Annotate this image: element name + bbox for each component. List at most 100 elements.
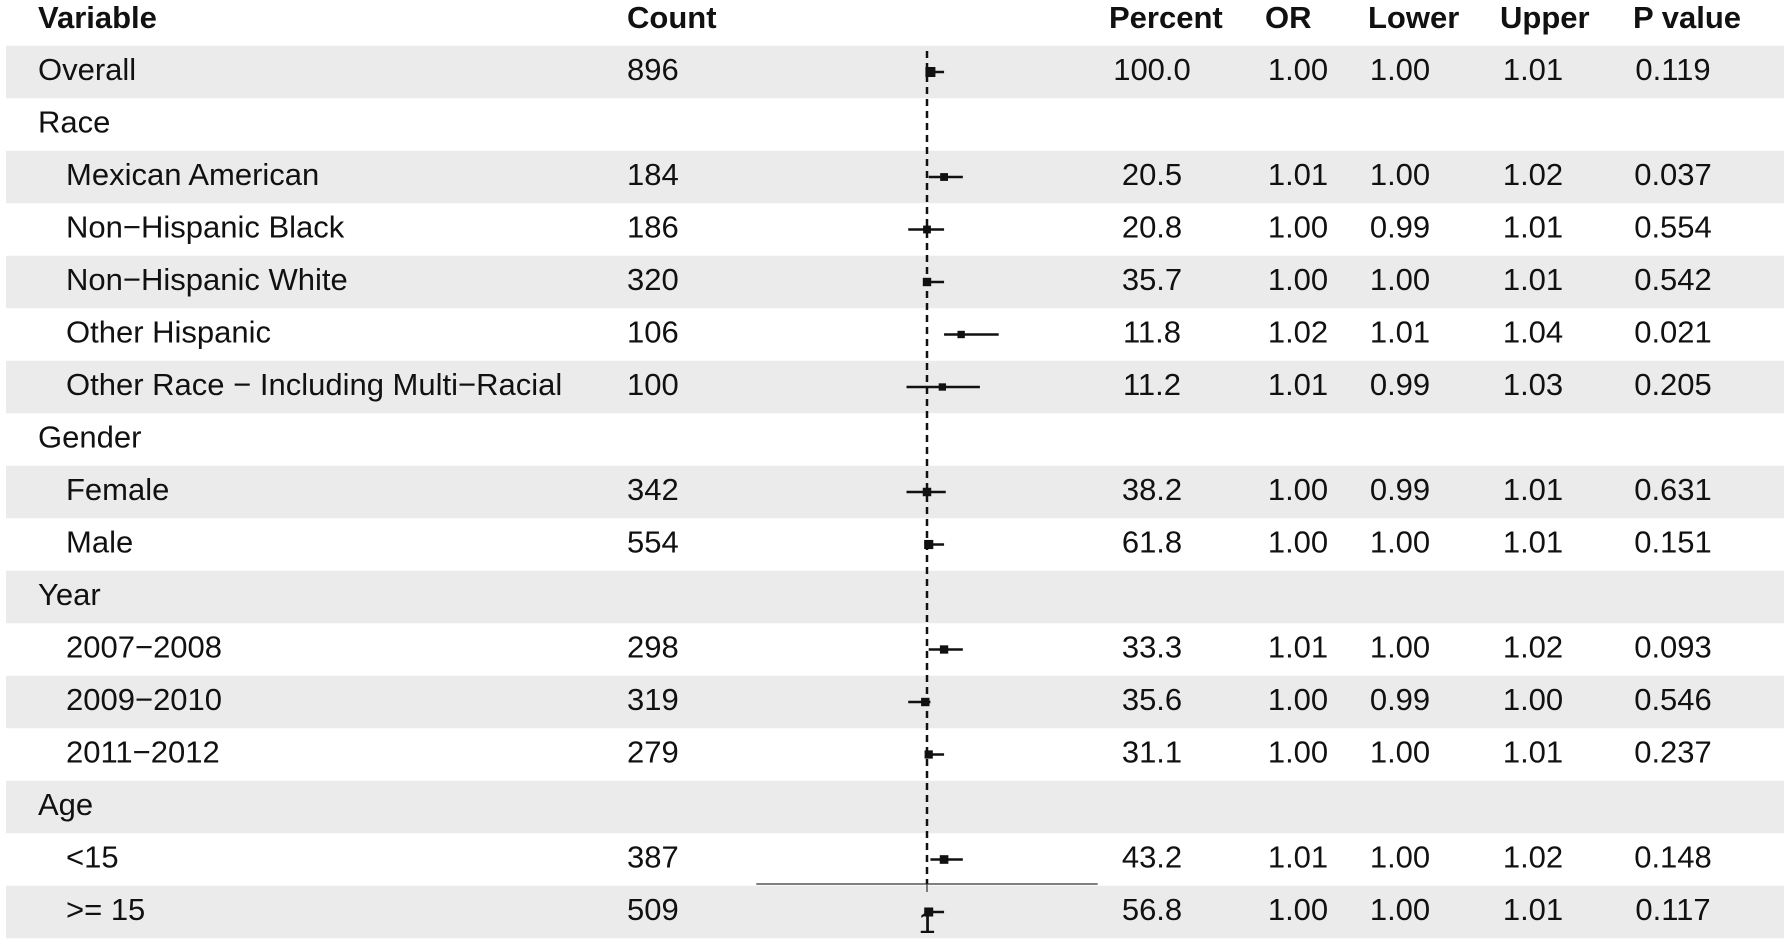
point-estimate bbox=[924, 750, 933, 759]
row-band bbox=[6, 570, 1784, 624]
count: 298 bbox=[627, 630, 679, 665]
or: 1.00 bbox=[1268, 892, 1328, 927]
column-header: Upper bbox=[1500, 0, 1590, 35]
percent: 31.1 bbox=[1122, 735, 1182, 770]
percent: 35.6 bbox=[1122, 682, 1182, 717]
point-estimate bbox=[939, 645, 949, 654]
point-estimate bbox=[922, 487, 932, 497]
variable-label: Age bbox=[38, 787, 93, 822]
lower: 0.99 bbox=[1370, 210, 1430, 245]
or: 1.01 bbox=[1268, 157, 1328, 192]
or: 1.00 bbox=[1268, 472, 1328, 507]
or: 1.01 bbox=[1268, 840, 1328, 875]
upper: 1.02 bbox=[1503, 840, 1563, 875]
p-value: 0.151 bbox=[1634, 525, 1712, 560]
percent: 20.8 bbox=[1122, 210, 1182, 245]
lower: 1.00 bbox=[1370, 157, 1430, 192]
lower: 1.00 bbox=[1370, 525, 1430, 560]
point-estimate bbox=[940, 173, 948, 181]
variable-label: Non−Hispanic White bbox=[66, 262, 348, 297]
upper: 1.02 bbox=[1503, 630, 1563, 665]
upper: 1.01 bbox=[1503, 735, 1563, 770]
upper: 1.02 bbox=[1503, 157, 1563, 192]
p-value: 0.631 bbox=[1634, 472, 1712, 507]
count: 279 bbox=[627, 735, 679, 770]
lower: 1.01 bbox=[1370, 315, 1430, 350]
upper: 1.04 bbox=[1503, 315, 1563, 350]
row-band bbox=[6, 780, 1784, 834]
row-band bbox=[6, 465, 1784, 519]
point-estimate bbox=[925, 67, 936, 77]
lower: 1.00 bbox=[1370, 892, 1430, 927]
upper: 1.01 bbox=[1503, 525, 1563, 560]
variable-label: 2007−2008 bbox=[66, 630, 222, 665]
p-value: 0.554 bbox=[1634, 210, 1712, 245]
upper: 1.01 bbox=[1503, 52, 1563, 87]
variable-label: <15 bbox=[66, 840, 119, 875]
or: 1.00 bbox=[1268, 735, 1328, 770]
count: 100 bbox=[627, 367, 679, 402]
column-header: P value bbox=[1633, 0, 1741, 35]
variable-label: 2009−2010 bbox=[66, 682, 222, 717]
point-estimate bbox=[957, 330, 965, 339]
count: 320 bbox=[627, 262, 679, 297]
variable-label: Mexican American bbox=[66, 157, 319, 192]
variable-label: >= 15 bbox=[66, 892, 145, 927]
percent: 35.7 bbox=[1122, 262, 1182, 297]
p-value: 0.117 bbox=[1635, 892, 1710, 927]
count: 106 bbox=[627, 315, 679, 350]
percent: 11.2 bbox=[1123, 367, 1181, 402]
point-estimate bbox=[921, 697, 930, 707]
count: 186 bbox=[627, 210, 679, 245]
lower: 1.00 bbox=[1370, 840, 1430, 875]
point-estimate bbox=[924, 539, 934, 550]
variable-label: 2011−2012 bbox=[66, 735, 220, 770]
percent: 20.5 bbox=[1122, 157, 1182, 192]
p-value: 0.237 bbox=[1634, 735, 1712, 770]
column-header: Lower bbox=[1368, 0, 1459, 35]
p-value: 0.037 bbox=[1634, 157, 1712, 192]
row-band bbox=[6, 360, 1784, 414]
upper: 1.00 bbox=[1503, 682, 1563, 717]
or: 1.00 bbox=[1268, 262, 1328, 297]
column-header: OR bbox=[1265, 0, 1312, 35]
or: 1.00 bbox=[1268, 525, 1328, 560]
count: 896 bbox=[627, 52, 679, 87]
row-band bbox=[6, 675, 1784, 729]
lower: 0.99 bbox=[1370, 472, 1430, 507]
upper: 1.03 bbox=[1503, 367, 1563, 402]
lower: 0.99 bbox=[1370, 682, 1430, 717]
lower: 1.00 bbox=[1370, 262, 1430, 297]
count: 554 bbox=[627, 525, 679, 560]
percent: 43.2 bbox=[1122, 840, 1182, 875]
p-value: 0.546 bbox=[1634, 682, 1712, 717]
row-band bbox=[6, 45, 1784, 99]
lower: 1.00 bbox=[1370, 630, 1430, 665]
count: 509 bbox=[627, 892, 679, 927]
count: 319 bbox=[627, 682, 679, 717]
count: 342 bbox=[627, 472, 679, 507]
percent: 38.2 bbox=[1122, 472, 1182, 507]
variable-label: Other Race − Including Multi−Racial bbox=[66, 367, 562, 402]
variable-label: Male bbox=[66, 525, 133, 560]
variable-label: Race bbox=[38, 105, 110, 140]
lower: 1.00 bbox=[1370, 52, 1430, 87]
or: 1.00 bbox=[1268, 52, 1328, 87]
p-value: 0.021 bbox=[1634, 315, 1712, 350]
upper: 1.01 bbox=[1503, 892, 1563, 927]
point-estimate bbox=[922, 277, 932, 287]
variable-label: Gender bbox=[38, 420, 141, 455]
or: 1.00 bbox=[1268, 682, 1328, 717]
variable-label: Female bbox=[66, 472, 169, 507]
percent: 61.8 bbox=[1122, 525, 1182, 560]
upper: 1.01 bbox=[1503, 472, 1563, 507]
count: 387 bbox=[627, 840, 679, 875]
or: 1.00 bbox=[1268, 210, 1328, 245]
p-value: 0.542 bbox=[1634, 262, 1712, 297]
or: 1.01 bbox=[1268, 367, 1328, 402]
percent: 11.8 bbox=[1123, 315, 1181, 350]
p-value: 0.093 bbox=[1634, 630, 1712, 665]
variable-label: Non−Hispanic Black bbox=[66, 210, 345, 245]
point-estimate bbox=[923, 225, 931, 234]
